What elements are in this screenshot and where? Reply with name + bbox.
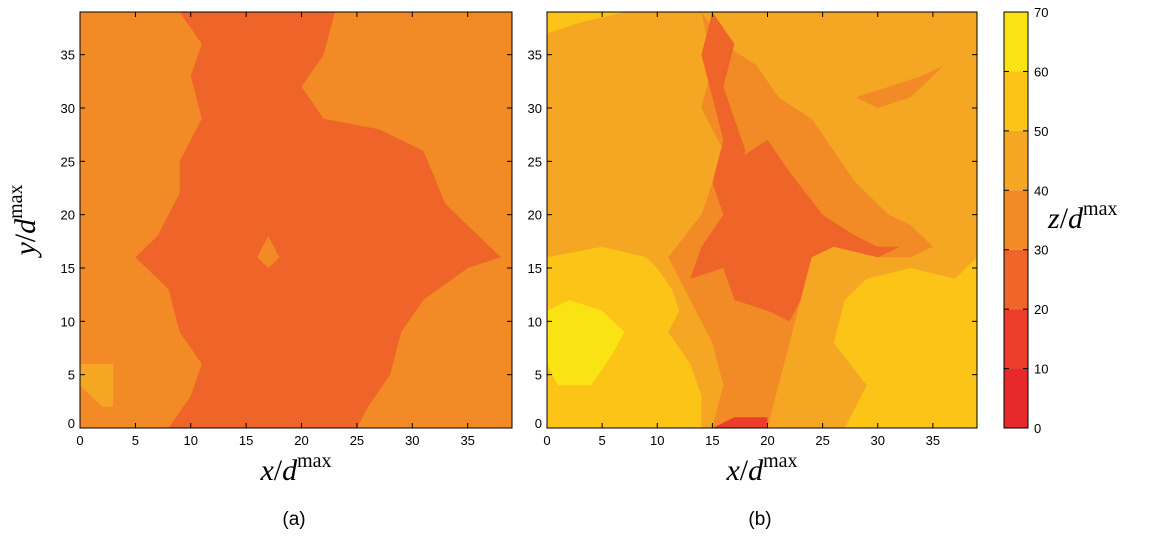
colorbar-band-4 [1004, 130, 1028, 191]
colorbar-tick-label: 10 [1034, 362, 1048, 377]
y-tick-label: 20 [528, 208, 542, 223]
contour-region-9 [712, 417, 768, 428]
contour-region-4 [135, 12, 501, 428]
contour-region-2 [345, 12, 512, 236]
colorbar-label: z/dmax [1047, 198, 1117, 235]
x-tick-label: 10 [184, 433, 198, 448]
contour-region-1 [833, 257, 977, 428]
contour-region-0 [80, 364, 114, 407]
x-tick-label: 35 [926, 433, 940, 448]
x-tick-label: 30 [871, 433, 885, 448]
y-tick-label: 5 [68, 368, 75, 383]
y-tick-label: 0 [535, 416, 542, 431]
x-tick-label: 10 [650, 433, 664, 448]
x-axis-label: x/dmax [259, 450, 331, 487]
y-tick-label: 35 [61, 48, 75, 63]
contour-region-6 [855, 65, 944, 108]
plot-frame [79, 11, 513, 429]
x-tick-label: 25 [815, 433, 829, 448]
contour-region-2 [547, 12, 625, 34]
y-tick-label: 10 [61, 314, 75, 329]
contour-region-3 [547, 300, 625, 386]
colorbar-band-2 [1004, 249, 1028, 310]
y-tick-label: 30 [528, 101, 542, 116]
y-tick-label: 15 [61, 261, 75, 276]
x-tick-label: 35 [460, 433, 474, 448]
y-tick-label: 10 [528, 314, 542, 329]
y-tick-label: 0 [68, 416, 75, 431]
panel-a: 0 5 10 15 20 25 30 35 0 5 10 15 20 25 30 35 x/dmax y/dmax [5, 11, 513, 487]
panel-a-caption: (a) [282, 509, 305, 530]
y-tick-label: 20 [61, 208, 75, 223]
colorbar-tick-label: 30 [1034, 243, 1048, 258]
y-tick-label: 30 [61, 101, 75, 116]
x-tick-label: 15 [239, 433, 253, 448]
x-tick-label: 5 [132, 433, 139, 448]
colorbar: 0 10 20 30 40 50 60 70 z/dmax [1003, 5, 1117, 436]
plot-frame [546, 11, 978, 429]
panel-b: 0 5 10 15 20 25 30 35 0 5 10 15 20 25 30 35 x/dmax [528, 11, 978, 487]
colorbar-tick-label: 60 [1034, 64, 1048, 79]
contour-region-3 [345, 257, 512, 428]
colorbar-band-3 [1004, 190, 1028, 250]
colorbar-tick-label: 70 [1034, 5, 1048, 20]
y-tick-label: 5 [535, 368, 542, 383]
colorbar-tick-label: 0 [1034, 421, 1041, 436]
colorbar-band-0 [1004, 368, 1028, 428]
x-tick-label: 0 [543, 433, 550, 448]
contour-region-5 [257, 236, 280, 268]
x-axis-label: x/dmax [725, 450, 797, 487]
colorbar-tick-label: 20 [1034, 302, 1048, 317]
x-tick-label: 0 [76, 433, 83, 448]
colorbar-tick-label: 40 [1034, 183, 1048, 198]
x-tick-label: 25 [350, 433, 364, 448]
colorbar-band-5 [1004, 71, 1028, 131]
y-tick-label: 25 [528, 154, 542, 169]
x-tick-label: 5 [599, 433, 606, 448]
colorbar-band-6 [1004, 12, 1028, 72]
x-tick-label: 20 [760, 433, 774, 448]
y-tick-label: 15 [528, 261, 542, 276]
panel-b-caption: (b) [748, 509, 771, 530]
colorbar-frame [1003, 11, 1029, 429]
colorbar-band-1 [1004, 309, 1028, 369]
colorbar-tick-label: 50 [1034, 124, 1048, 139]
y-axis-label: y/dmax [5, 184, 42, 258]
y-tick-label: 25 [61, 154, 75, 169]
x-tick-label: 30 [405, 433, 419, 448]
contour-region-8 [723, 140, 900, 322]
x-tick-label: 20 [294, 433, 308, 448]
x-tick-label: 15 [705, 433, 719, 448]
y-tick-label: 35 [528, 48, 542, 63]
